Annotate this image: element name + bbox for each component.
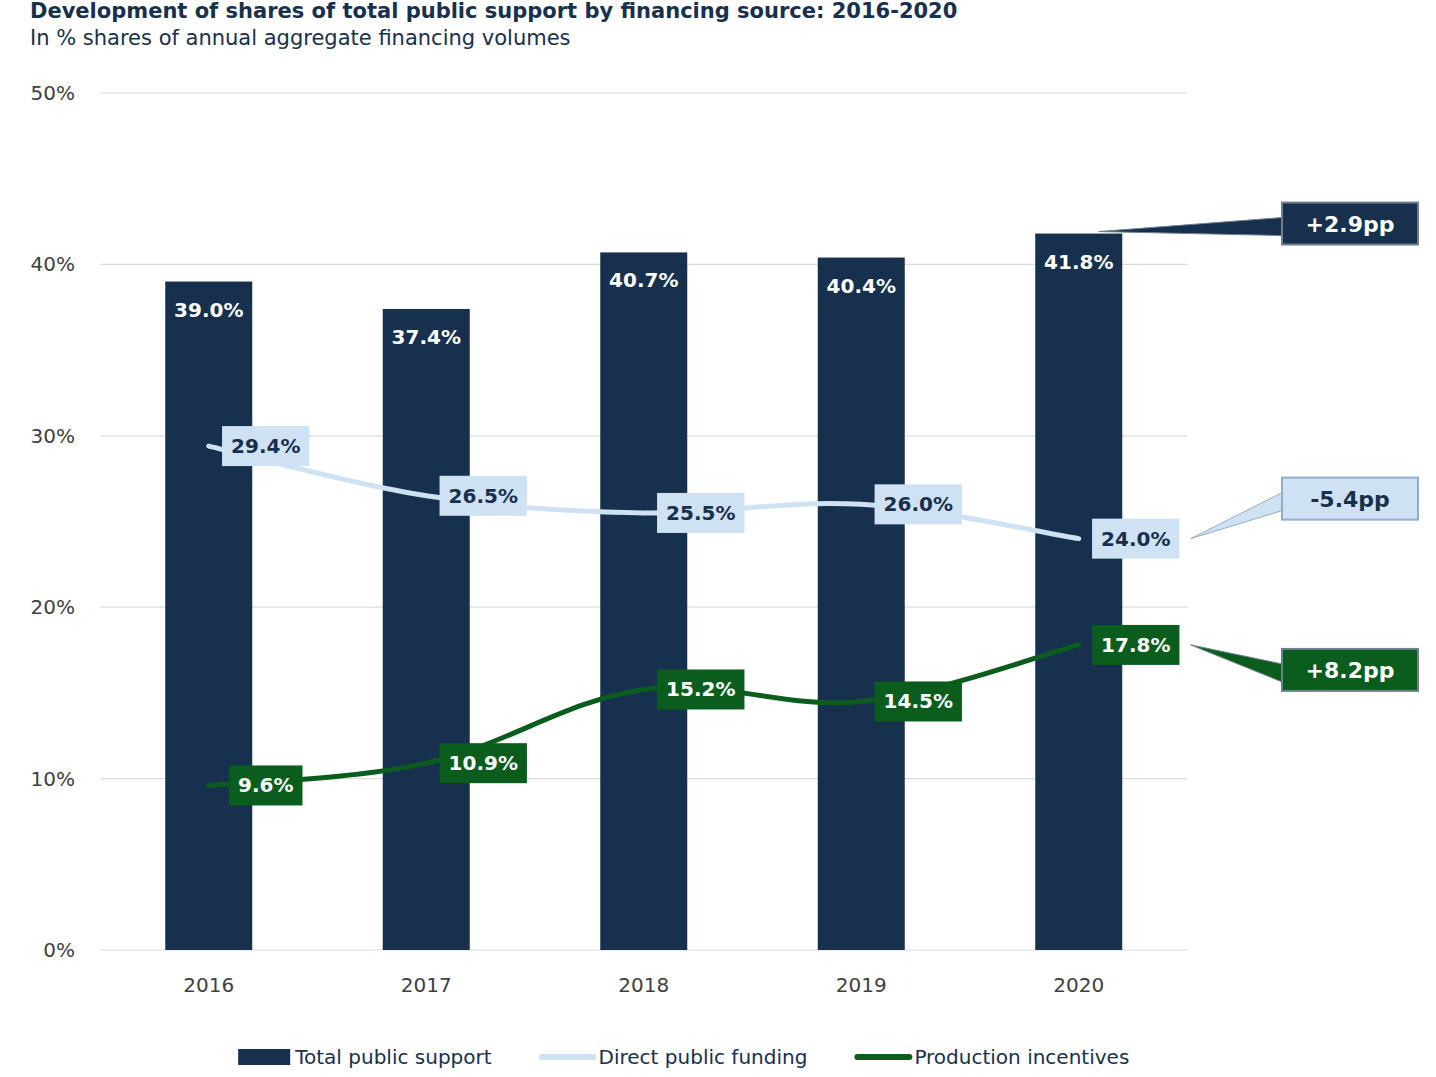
data-label-bg bbox=[657, 493, 744, 533]
data-label-bg bbox=[440, 476, 527, 516]
legend-item: Total public support bbox=[238, 1045, 492, 1069]
data-label-bg bbox=[222, 426, 309, 466]
data-label: 26.0% bbox=[884, 492, 953, 516]
annotation: +2.9pp bbox=[1306, 212, 1395, 237]
bar bbox=[165, 282, 252, 950]
y-tick-label: 10% bbox=[31, 767, 75, 791]
line bbox=[209, 446, 1079, 539]
y-tick-label: 0% bbox=[43, 938, 75, 962]
x-tick-label: 2020 bbox=[1053, 973, 1104, 997]
data-label: 40.7% bbox=[609, 268, 678, 292]
annotation-pointer bbox=[1191, 645, 1282, 682]
legend-label: Production incentives bbox=[914, 1045, 1129, 1069]
data-label: 15.2% bbox=[666, 677, 735, 701]
data-label: 10.9% bbox=[449, 751, 518, 775]
legend-label: Total public support bbox=[294, 1045, 492, 1069]
data-label: 9.6% bbox=[238, 773, 293, 797]
data-label-box: 17.8% bbox=[1092, 625, 1179, 665]
data-label-box: 25.5% bbox=[657, 493, 744, 533]
data-label: 37.4% bbox=[392, 325, 461, 349]
annotation-pointer bbox=[1099, 218, 1282, 236]
legend-swatch bbox=[857, 1054, 909, 1060]
labels: 39.0% 37.4% 40.7% 40.4% 41.8% 29.4% 26.5% 25.5%… bbox=[174, 250, 1179, 806]
data-label-box: 15.2% bbox=[657, 669, 744, 709]
data-label: 26.5% bbox=[449, 484, 518, 508]
data-label: 17.8% bbox=[1101, 633, 1170, 657]
bar bbox=[1035, 234, 1122, 950]
bar bbox=[600, 252, 687, 950]
y-tick-label: 40% bbox=[31, 252, 75, 276]
title: Development of shares of total public su… bbox=[30, 0, 957, 23]
annotation: -5.4pp bbox=[1310, 487, 1390, 512]
data-label: 40.4% bbox=[827, 274, 896, 298]
data-label: 39.0% bbox=[174, 298, 243, 322]
legend-swatch bbox=[542, 1054, 594, 1060]
annotation: +8.2pp bbox=[1306, 658, 1395, 683]
data-label: 41.8% bbox=[1044, 250, 1113, 274]
data-label-bg bbox=[229, 765, 302, 805]
x-tick-label: 2017 bbox=[401, 973, 452, 997]
data-label-box: 29.4% bbox=[222, 426, 309, 466]
data-label: 25.5% bbox=[666, 501, 735, 525]
legend-item: Production incentives bbox=[857, 1045, 1129, 1069]
data-label-bg bbox=[440, 743, 527, 783]
data-label: 14.5% bbox=[884, 689, 953, 713]
data-label-box: 26.0% bbox=[875, 484, 962, 524]
subtitle: In % shares of annual aggregate financin… bbox=[30, 26, 571, 50]
marks bbox=[165, 234, 1122, 950]
x-tick-label: 2019 bbox=[836, 973, 887, 997]
legend: Total public support Direct public fundin… bbox=[238, 1045, 1129, 1069]
data-label-box: 26.5% bbox=[440, 476, 527, 516]
annotation-box bbox=[1282, 649, 1418, 691]
legend-label: Direct public funding bbox=[599, 1045, 808, 1069]
annotation-box bbox=[1282, 203, 1418, 245]
y-tick-label: 20% bbox=[31, 595, 75, 619]
bar bbox=[383, 309, 470, 950]
grid bbox=[100, 93, 1188, 950]
data-label-box: 10.9% bbox=[440, 743, 527, 783]
chart: Development of shares of total public su… bbox=[0, 0, 1436, 1077]
data-label-box: 24.0% bbox=[1092, 519, 1179, 559]
bar bbox=[818, 258, 905, 950]
annotation-box bbox=[1282, 478, 1418, 520]
grid-line bbox=[100, 92, 1188, 93]
legend-swatch bbox=[238, 1049, 290, 1065]
legend-item: Direct public funding bbox=[542, 1045, 808, 1069]
x-tick-label: 2016 bbox=[183, 973, 234, 997]
data-label-bg bbox=[1092, 519, 1179, 559]
data-label-box: 14.5% bbox=[875, 681, 962, 721]
data-label: 24.0% bbox=[1101, 527, 1170, 551]
data-label-bg bbox=[875, 484, 962, 524]
annotation-pointer bbox=[1191, 493, 1282, 539]
data-label-bg bbox=[657, 669, 744, 709]
data-label: 29.4% bbox=[231, 434, 300, 458]
y-tick-label: 50% bbox=[31, 81, 75, 105]
data-label-box: 9.6% bbox=[229, 765, 302, 805]
line bbox=[209, 645, 1079, 786]
data-label-bg bbox=[1092, 625, 1179, 665]
y-tick-label: 30% bbox=[31, 424, 75, 448]
x-tick-label: 2018 bbox=[618, 973, 669, 997]
data-label-bg bbox=[875, 681, 962, 721]
